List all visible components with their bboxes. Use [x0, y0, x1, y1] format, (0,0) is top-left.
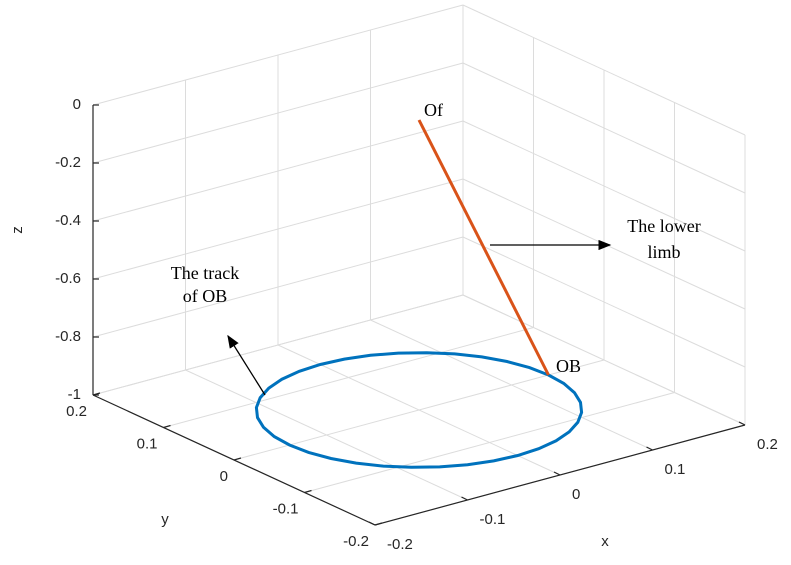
- x-tick: [368, 521, 376, 526]
- grid-line: [92, 178, 464, 280]
- annotation: The track: [171, 263, 239, 283]
- y-tick: [304, 489, 312, 494]
- grid-line: [233, 359, 605, 461]
- arrow: [227, 334, 266, 396]
- grid-line: [92, 294, 464, 396]
- y-tick-label: -0.1: [273, 500, 299, 517]
- grid-line: [462, 62, 746, 194]
- y-tick: [233, 457, 242, 461]
- line: [254, 351, 584, 469]
- annotation: limb: [647, 242, 680, 262]
- z-tick-label: -0.4: [55, 212, 81, 229]
- y-tick-label: 0.1: [137, 435, 158, 452]
- x-tick-label: 0.1: [665, 461, 686, 478]
- y-tick-label: -0.2: [343, 533, 369, 550]
- grid-line: [92, 120, 464, 222]
- y-tick-label: 0.2: [66, 403, 87, 420]
- grid-line: [462, 294, 746, 426]
- z-tick-label: 0: [73, 96, 81, 113]
- x-tick-label: 0.2: [757, 436, 778, 453]
- annotation: OB: [556, 356, 581, 376]
- grid-line: [92, 62, 464, 164]
- x-tick-label: -0.2: [387, 536, 413, 553]
- annotation: The lower: [627, 216, 700, 236]
- grid-line: [462, 236, 746, 368]
- z-tick-label: -0.2: [55, 154, 81, 171]
- x-axis-label: x: [601, 533, 609, 550]
- grid-line: [304, 392, 675, 493]
- annotation: of OB: [183, 286, 228, 306]
- grid-line: [462, 4, 746, 136]
- plot-area: [254, 119, 584, 469]
- grid-line: [92, 4, 464, 106]
- grid-line: [92, 236, 464, 338]
- x-tick: [553, 471, 561, 476]
- grid: -1 -0.8 -0.6 -0.4 -0.2 0 -0.2 -0.1 0 0.1 0.2 -0.2 -0…: [55, 4, 778, 553]
- y-tick: [163, 424, 171, 429]
- y-tick: [92, 392, 101, 396]
- z-axis-label: z: [9, 226, 26, 234]
- z-tick-label: -0.6: [55, 270, 81, 287]
- x-tick-label: -0.1: [480, 511, 506, 528]
- x-tick: [461, 496, 468, 501]
- x-tick-label: 0: [572, 486, 580, 503]
- grid-line: [163, 327, 534, 428]
- y-tick-label: 0: [220, 468, 228, 485]
- z-tick-label: -1: [68, 386, 81, 403]
- x-tick: [738, 421, 746, 426]
- x-tick: [646, 446, 653, 451]
- line: [417, 119, 550, 376]
- y-tick: [374, 522, 383, 526]
- z-tick-label: -0.8: [55, 328, 81, 345]
- grid-line: [462, 120, 746, 252]
- y-axis-label: y: [161, 511, 169, 528]
- annotation: Of: [424, 100, 443, 120]
